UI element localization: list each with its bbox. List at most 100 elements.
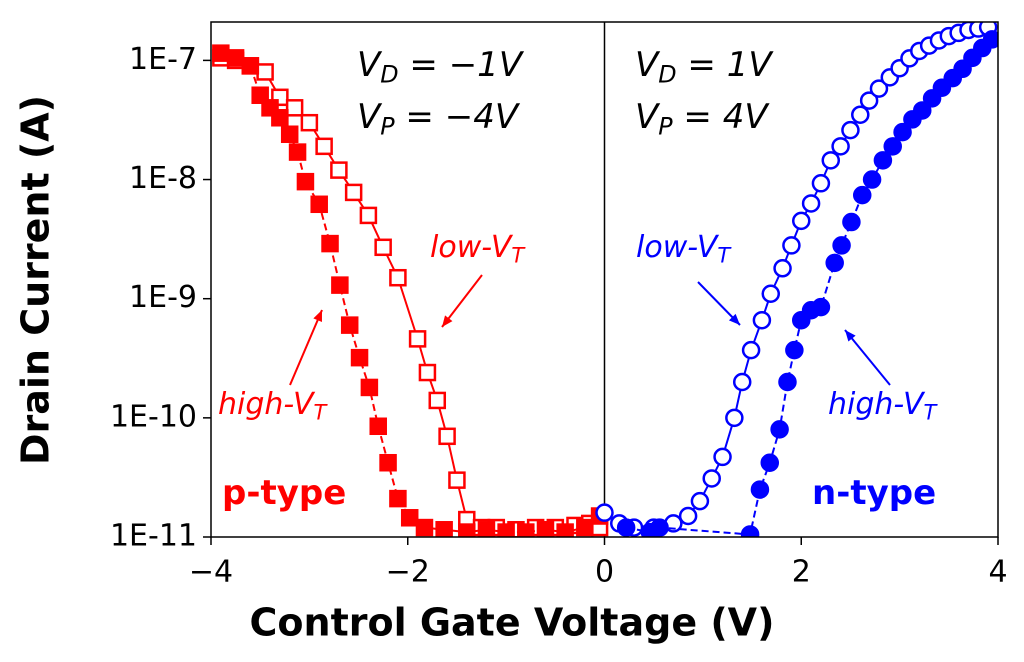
- x-tick-label: 0: [595, 555, 614, 590]
- square-marker: [477, 521, 496, 537]
- square-marker: [408, 330, 427, 348]
- annotation-subscript: T: [511, 243, 526, 267]
- annotation-text: high-V: [828, 387, 926, 422]
- circle-marker: [741, 340, 761, 360]
- annotation-text: high-V: [218, 387, 316, 422]
- circle-marker: [595, 503, 614, 522]
- square-marker: [310, 195, 328, 214]
- square-marker: [360, 378, 379, 397]
- annotation: n-type: [812, 473, 936, 513]
- square-marker: [251, 86, 269, 104]
- annotation-subscript: P: [380, 112, 395, 140]
- y-axis-label: Drain Current (A): [14, 95, 58, 465]
- annotation-subscript: P: [658, 112, 673, 140]
- square-marker: [458, 523, 476, 537]
- square-marker: [241, 57, 260, 75]
- y-tick-label: 1E-7: [129, 42, 197, 77]
- circle-marker: [859, 91, 879, 110]
- square-marker: [556, 523, 574, 537]
- square-marker: [517, 523, 535, 537]
- circle-marker: [761, 284, 781, 304]
- circle-marker: [690, 491, 710, 511]
- x-tick-label: −4: [189, 555, 233, 590]
- circle-marker: [785, 340, 804, 360]
- circle-marker: [842, 212, 861, 232]
- circle-marker: [831, 137, 850, 156]
- square-marker: [374, 238, 392, 257]
- square-marker: [315, 137, 333, 156]
- square-marker: [435, 521, 453, 537]
- x-tick-label: 4: [988, 555, 1007, 590]
- annotation: VD = −1V: [357, 45, 525, 89]
- annotation: p-type: [222, 473, 346, 513]
- square-marker: [400, 509, 419, 527]
- annotation-text: V: [357, 97, 383, 137]
- square-marker: [428, 391, 447, 410]
- circle-marker: [841, 120, 860, 140]
- annotation-subscript: T: [924, 400, 939, 424]
- circle-marker: [760, 453, 780, 472]
- square-marker: [389, 268, 407, 287]
- square-marker: [288, 143, 307, 161]
- x-axis-label: Control Gate Voltage (V): [250, 601, 775, 645]
- circle-marker: [740, 525, 760, 537]
- square-marker: [369, 417, 387, 436]
- circle-marker: [750, 480, 770, 499]
- arrow-head: [728, 313, 740, 325]
- arrow-head: [313, 310, 322, 322]
- square-marker: [321, 234, 339, 253]
- circle-marker: [678, 506, 698, 526]
- circle-marker: [852, 185, 872, 205]
- circle-marker: [650, 518, 669, 537]
- arrow-shaft: [844, 329, 891, 386]
- circle-marker: [773, 259, 792, 278]
- circle-marker: [616, 518, 636, 537]
- annotation-subscript: T: [314, 400, 329, 424]
- circle-marker: [862, 170, 882, 189]
- square-marker: [300, 113, 319, 132]
- square-marker: [448, 471, 466, 489]
- square-marker: [256, 63, 274, 81]
- circle-marker: [792, 211, 811, 231]
- circle-marker: [851, 105, 870, 124]
- square-marker: [296, 172, 315, 191]
- circle-marker: [982, 30, 998, 49]
- annotation: high-VT: [828, 387, 939, 425]
- arrow-shaft: [289, 309, 323, 386]
- plot-frame: [210, 21, 999, 538]
- annotation-text: V: [635, 97, 661, 137]
- square-marker: [350, 348, 369, 367]
- annotation-text: low-V: [430, 230, 514, 265]
- annotation-rest: = 4V: [673, 97, 771, 137]
- square-marker: [212, 44, 230, 62]
- square-marker: [226, 49, 245, 67]
- square-marker: [359, 206, 378, 225]
- annotation-text: p-type: [222, 473, 346, 513]
- annotation: low-VT: [430, 230, 526, 268]
- square-marker: [271, 109, 289, 127]
- circle-marker: [811, 297, 831, 317]
- square-marker: [344, 183, 363, 202]
- annotation-subscript: T: [717, 243, 732, 267]
- square-marker: [536, 521, 555, 537]
- circle-marker: [770, 420, 789, 439]
- circle-marker: [869, 79, 889, 98]
- annotation-subscript: D: [380, 60, 398, 88]
- circle-marker: [893, 122, 912, 142]
- x-tick-label: 2: [792, 555, 811, 590]
- square-marker: [389, 489, 407, 508]
- circle-marker: [811, 174, 831, 193]
- square-marker: [330, 161, 348, 179]
- circle-marker: [873, 151, 893, 170]
- square-marker: [415, 518, 434, 537]
- annotation-rest: = −4V: [395, 97, 521, 137]
- arrow-head: [442, 315, 453, 327]
- circle-marker: [702, 469, 721, 488]
- annotation-text: low-V: [636, 230, 720, 265]
- arrow-head: [845, 330, 856, 342]
- circle-marker: [825, 253, 844, 273]
- square-marker: [285, 99, 304, 117]
- annotation: high-VT: [218, 387, 329, 425]
- annotation-subscript: D: [658, 60, 676, 88]
